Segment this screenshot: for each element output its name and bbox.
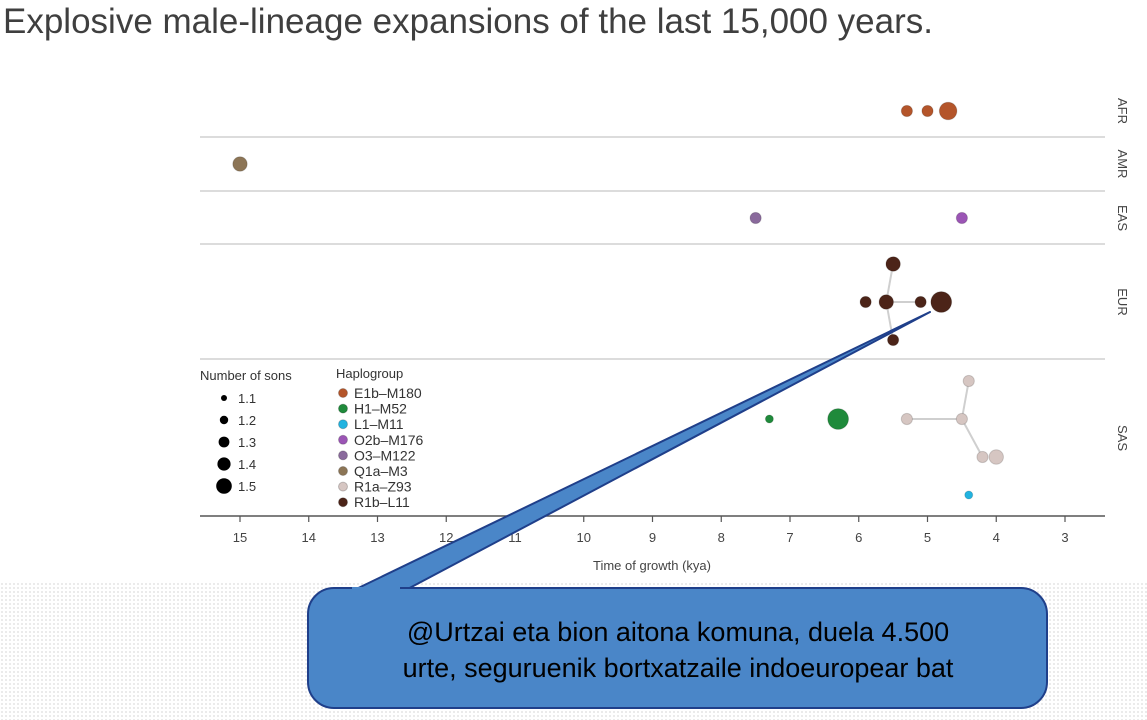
legend-sons-label: 1.3 bbox=[238, 435, 256, 450]
legend-sons-marker bbox=[217, 457, 231, 471]
data-point-eas bbox=[749, 211, 762, 225]
data-point-sas bbox=[955, 412, 968, 426]
x-tick-label: 15 bbox=[233, 530, 247, 545]
legend-haplogroup-label: L1–M11 bbox=[354, 416, 404, 432]
data-point-sas bbox=[988, 449, 1004, 465]
x-tick-label: 9 bbox=[649, 530, 656, 545]
x-tick-label: 8 bbox=[718, 530, 725, 545]
data-point-eur bbox=[878, 294, 894, 310]
legend-haplogroup-label: Q1a–M3 bbox=[354, 463, 408, 479]
legend-haplogroup-label: E1b–M180 bbox=[354, 385, 422, 401]
row-label-afr: AFR bbox=[1115, 98, 1130, 124]
data-point-sas bbox=[827, 408, 850, 430]
x-tick-label: 14 bbox=[302, 530, 316, 545]
legend-haplogroup-marker bbox=[338, 450, 348, 461]
x-axis-label: Time of growth (kya) bbox=[593, 558, 711, 573]
legend-sons-marker bbox=[219, 415, 229, 425]
legend-sons-label: 1.2 bbox=[238, 413, 256, 428]
row-label-sas: SAS bbox=[1115, 425, 1130, 451]
x-tick-label: 10 bbox=[577, 530, 591, 545]
callout-joint bbox=[352, 587, 400, 593]
legend-sons-label: 1.1 bbox=[238, 391, 256, 406]
data-point-eur bbox=[885, 256, 901, 272]
legend-haplogroup-marker bbox=[338, 466, 348, 476]
legend-haplogroup-marker bbox=[338, 497, 348, 508]
legend-haplogroup-title: Haplogroup bbox=[336, 366, 403, 381]
legend-haplogroup-marker bbox=[338, 419, 348, 430]
callout-line-2: urte, seguruenik bortxatzaile indoeurope… bbox=[402, 653, 954, 683]
data-point-eur bbox=[887, 333, 900, 347]
row-label-eur: EUR bbox=[1115, 288, 1130, 315]
data-point-sas bbox=[962, 374, 975, 388]
x-tick-label: 12 bbox=[439, 530, 453, 545]
legend-sons-title: Number of sons bbox=[200, 368, 292, 383]
x-tick-label: 5 bbox=[924, 530, 931, 545]
row-label-eas: EAS bbox=[1115, 205, 1130, 231]
legend-haplogroup-marker bbox=[338, 388, 348, 398]
data-point-eur bbox=[930, 291, 953, 313]
x-tick-label: 6 bbox=[855, 530, 862, 545]
legend-sons-marker bbox=[216, 478, 232, 494]
callout-tail bbox=[349, 311, 931, 593]
legend-haplogroup-label: O2b–M176 bbox=[354, 432, 423, 448]
legend-sons-label: 1.5 bbox=[238, 479, 256, 494]
legend-haplogroup-marker bbox=[338, 481, 348, 492]
data-point-sas bbox=[900, 412, 913, 426]
x-tick-label: 4 bbox=[993, 530, 1000, 545]
data-point-afr bbox=[900, 104, 913, 118]
data-point-sas bbox=[976, 450, 989, 464]
legend-sons-marker bbox=[218, 436, 230, 448]
legend-haplogroup-label: O3–M122 bbox=[354, 447, 416, 463]
x-tick-label: 13 bbox=[370, 530, 384, 545]
legend-haplogroup-label: R1a–Z93 bbox=[354, 479, 412, 495]
legend-sons-label: 1.4 bbox=[238, 457, 256, 472]
legend-haplogroup-marker bbox=[338, 434, 348, 445]
legend-haplogroup-label: R1b–L11 bbox=[354, 494, 410, 510]
data-point-eur bbox=[914, 295, 927, 309]
tree-edge bbox=[960, 380, 970, 420]
data-point-afr bbox=[938, 101, 958, 121]
callout-box bbox=[307, 587, 1048, 709]
data-point-sas bbox=[964, 490, 974, 500]
callout-text: @Urtzai eta bion aitona komuna, duela 4.… bbox=[312, 614, 1044, 686]
slide-title: Explosive male-lineage expansions of the… bbox=[3, 2, 933, 41]
legend-sons-marker bbox=[221, 395, 227, 401]
data-point-sas bbox=[764, 414, 774, 424]
data-point-eur bbox=[859, 295, 872, 309]
legend-haplogroup-label: H1–M52 bbox=[354, 401, 407, 417]
tree-edge bbox=[960, 418, 984, 458]
x-tick-label: 3 bbox=[1061, 530, 1068, 545]
x-tick-label: 7 bbox=[786, 530, 793, 545]
data-point-amr bbox=[232, 156, 248, 172]
callout-line-1: @Urtzai eta bion aitona komuna, duela 4.… bbox=[406, 617, 950, 647]
legend-haplogroup-marker bbox=[338, 403, 348, 414]
data-point-eas bbox=[955, 211, 968, 225]
data-point-afr bbox=[921, 104, 934, 118]
row-label-amr: AMR bbox=[1115, 150, 1130, 179]
